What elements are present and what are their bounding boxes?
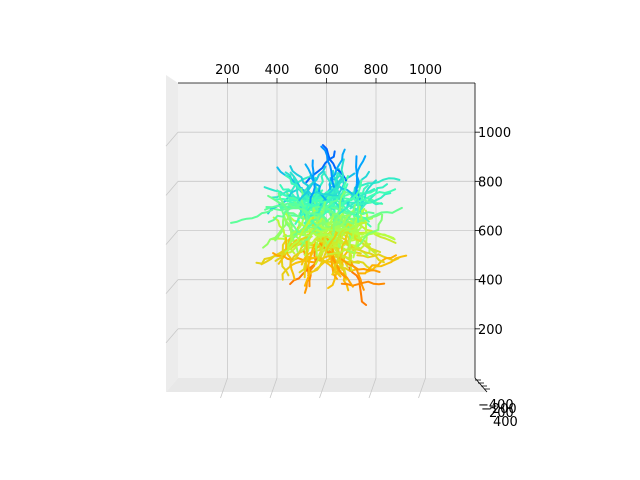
trajectory-line	[287, 203, 328, 223]
trajectory-line	[353, 188, 397, 202]
z-tick-label: 800	[478, 175, 503, 190]
trajectory-line	[290, 254, 334, 267]
x-tick-label: 800	[364, 63, 389, 78]
floor-pane	[166, 378, 487, 392]
z-side-gridline	[165, 328, 179, 344]
trajectory-line	[338, 257, 381, 273]
x-floor-gridline	[269, 377, 278, 399]
z-tick-label: 200	[478, 323, 503, 338]
trajectory-line	[267, 186, 303, 215]
trajectory-line	[267, 202, 307, 223]
trajectory-line	[320, 145, 335, 188]
y-tick-label: −200	[481, 402, 517, 417]
trajectory-line	[297, 232, 341, 240]
trajectory-line	[298, 165, 327, 202]
trajectory-traces	[230, 144, 408, 306]
y-tick-label: 400	[493, 415, 518, 430]
tick-labels: 200 400 600 800 10002004006008001000−400−200…	[215, 63, 518, 430]
trajectory-line	[276, 166, 310, 197]
x-floor-gridline	[319, 377, 327, 399]
trajectory-line	[365, 254, 408, 273]
trajectory-line	[285, 237, 296, 281]
trajectory-line	[313, 238, 352, 260]
x-tick-label: 200	[215, 63, 240, 78]
trajectory-line	[308, 243, 317, 288]
y-tick-label: −400	[478, 398, 514, 413]
grid-layer	[165, 83, 475, 399]
trajectory-line	[314, 221, 358, 233]
x-floor-gridline	[368, 377, 377, 399]
trajectory-line	[331, 206, 375, 216]
z-tick-label: 1000	[478, 126, 511, 141]
trajectory-line	[262, 214, 292, 249]
trajectory-line	[303, 233, 309, 279]
trajectory-line	[267, 194, 304, 220]
trajectory-line	[356, 213, 384, 248]
z-side-gridline	[165, 131, 179, 147]
trajectory-line	[348, 266, 368, 306]
z-side-gridline	[165, 181, 179, 196]
trajectory-line	[340, 280, 386, 287]
x-tick-label: 1000	[409, 63, 442, 78]
trajectory-line	[304, 209, 345, 231]
z-tick-label: 600	[478, 225, 503, 240]
side-pane	[166, 75, 178, 392]
trajectory-line	[304, 227, 349, 234]
trajectory-line	[260, 239, 298, 266]
trajectory-line	[328, 243, 372, 256]
trajectory-line	[356, 253, 400, 262]
trajectory-line	[331, 234, 347, 276]
trajectory-line	[338, 200, 383, 207]
trajectory-line	[356, 177, 401, 189]
trajectory-line	[335, 158, 345, 201]
trajectory-line	[303, 243, 316, 287]
trajectory-line	[338, 188, 376, 215]
z-side-gridline	[165, 279, 179, 294]
trajectory-line	[356, 183, 388, 214]
y-tick-label: 200	[489, 406, 514, 421]
x-tick-label: 400	[265, 63, 290, 78]
trajectory-line	[300, 190, 344, 200]
trajectory-line	[323, 172, 343, 212]
trajectory-line	[314, 224, 334, 266]
trajectory-line	[274, 235, 312, 262]
trajectory-line	[318, 222, 350, 256]
trajectory-line	[284, 217, 313, 253]
trajectory-line	[344, 242, 385, 264]
x-floor-gridline	[220, 377, 228, 399]
trajectory-line	[307, 171, 326, 212]
x-tick-label: 600	[314, 63, 339, 78]
z-tick-label: 400	[478, 274, 503, 289]
x-floor-gridline	[418, 377, 426, 399]
z-side-gridline	[165, 230, 179, 245]
trajectory-line	[314, 231, 338, 271]
trajectory-line	[230, 209, 274, 224]
